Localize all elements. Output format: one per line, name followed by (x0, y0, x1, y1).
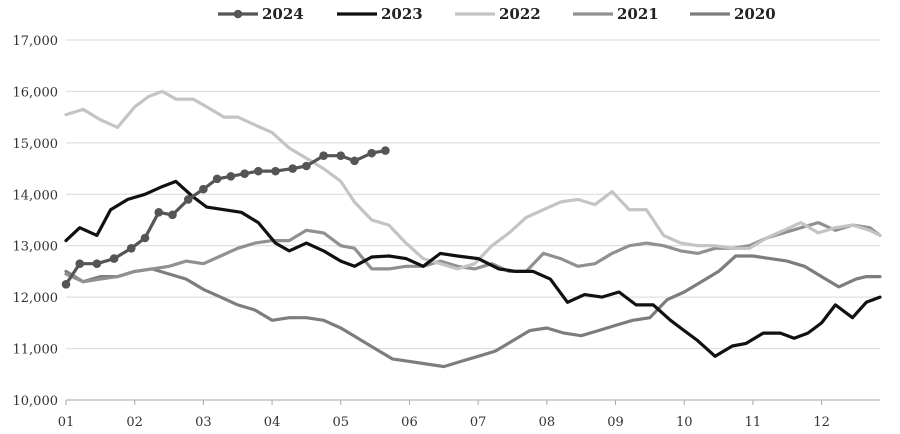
x-tick-label: 03 (195, 415, 212, 430)
y-tick-label: 11,000 (13, 343, 59, 358)
data-point-2024 (75, 259, 85, 269)
legend-label-2022: 2022 (499, 5, 541, 23)
x-tick-label: 04 (264, 415, 281, 430)
x-axis: 01 02 03 04 05 06 07 08 09 10 11 12 (58, 399, 880, 430)
series-line-2020 (64, 254, 882, 369)
x-tick-label: 09 (607, 415, 624, 430)
data-point-2024 (226, 171, 236, 181)
gridlines (66, 39, 880, 401)
x-tick-label: 06 (401, 415, 418, 430)
legend-label-2020: 2020 (734, 5, 776, 23)
data-point-2024 (271, 166, 280, 176)
data-point-2024 (61, 279, 71, 289)
y-axis-tick-labels: 10,000 11,000 12,000 13,000 14,000 15,000 16,0… (13, 34, 59, 409)
data-point-2024 (126, 243, 136, 253)
series-lines (61, 89, 882, 369)
y-tick-label: 15,000 (13, 137, 59, 152)
legend-label-2021: 2021 (617, 5, 659, 23)
data-point-2024 (336, 151, 346, 161)
y-tick-label: 14,000 (13, 188, 59, 203)
x-tick-label: 05 (332, 415, 349, 430)
x-tick-label: 12 (813, 415, 830, 430)
data-point-2024 (254, 166, 263, 176)
data-point-2024 (319, 151, 328, 161)
y-tick-label: 10,000 (13, 394, 59, 409)
y-tick-label: 13,000 (13, 240, 59, 255)
data-point-2024 (199, 184, 208, 194)
x-tick-label: 11 (745, 415, 762, 430)
x-tick-label: 10 (676, 415, 693, 430)
data-point-2024 (168, 210, 177, 220)
data-point-2024 (302, 161, 311, 171)
x-tick-label: 01 (58, 415, 75, 430)
data-point-2024 (381, 146, 390, 155)
x-tick-label: 07 (470, 415, 487, 430)
data-point-2024 (140, 233, 150, 243)
data-point-2024 (92, 259, 102, 269)
y-tick-label: 17,000 (13, 34, 59, 49)
data-point-2024 (154, 207, 164, 217)
y-tick-label: 16,000 (13, 85, 59, 100)
x-tick-label: 08 (539, 415, 556, 430)
y-tick-label: 12,000 (13, 291, 59, 306)
legend: 2024 2023 2022 2021 2020 (218, 5, 776, 23)
data-point-2024 (240, 169, 249, 179)
series-line-2022 (64, 89, 882, 271)
series-line-2024 (64, 149, 387, 286)
data-point-2024 (109, 254, 119, 263)
x-tick-label: 02 (126, 415, 143, 430)
data-point-2024 (288, 164, 297, 173)
series-line-2023 (64, 179, 882, 358)
legend-label-2024: 2024 (262, 5, 304, 23)
data-point-2024 (212, 174, 222, 184)
legend-marker-2024 (233, 9, 243, 19)
data-point-2024 (183, 195, 193, 204)
data-point-2024 (367, 148, 376, 158)
data-point-2024 (350, 156, 359, 166)
legend-label-2023: 2023 (381, 5, 423, 23)
series-line-2021 (64, 221, 882, 284)
